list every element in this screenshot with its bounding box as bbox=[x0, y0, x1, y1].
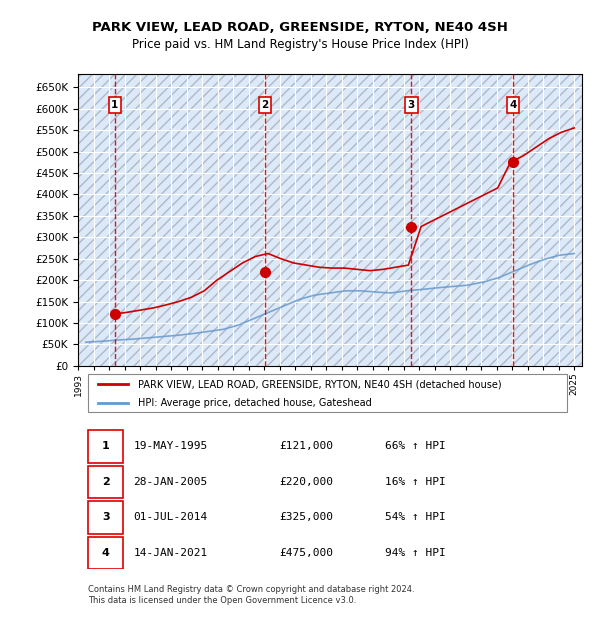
Text: £121,000: £121,000 bbox=[280, 441, 334, 451]
Text: Price paid vs. HM Land Registry's House Price Index (HPI): Price paid vs. HM Land Registry's House … bbox=[131, 38, 469, 51]
Text: 28-JAN-2005: 28-JAN-2005 bbox=[133, 477, 208, 487]
Text: 19-MAY-1995: 19-MAY-1995 bbox=[133, 441, 208, 451]
Text: PARK VIEW, LEAD ROAD, GREENSIDE, RYTON, NE40 4SH (detached house): PARK VIEW, LEAD ROAD, GREENSIDE, RYTON, … bbox=[139, 379, 502, 389]
Text: HPI: Average price, detached house, Gateshead: HPI: Average price, detached house, Gate… bbox=[139, 398, 372, 408]
Text: 54% ↑ HPI: 54% ↑ HPI bbox=[385, 513, 446, 523]
Text: £325,000: £325,000 bbox=[280, 513, 334, 523]
Text: 4: 4 bbox=[509, 100, 517, 110]
FancyBboxPatch shape bbox=[88, 430, 124, 463]
Text: £475,000: £475,000 bbox=[280, 548, 334, 558]
Text: 94% ↑ HPI: 94% ↑ HPI bbox=[385, 548, 446, 558]
Text: 2: 2 bbox=[102, 477, 110, 487]
Text: 01-JUL-2014: 01-JUL-2014 bbox=[133, 513, 208, 523]
Text: 2: 2 bbox=[262, 100, 269, 110]
Text: 66% ↑ HPI: 66% ↑ HPI bbox=[385, 441, 446, 451]
FancyBboxPatch shape bbox=[88, 501, 124, 534]
Text: 1: 1 bbox=[102, 441, 110, 451]
Text: 1: 1 bbox=[111, 100, 119, 110]
FancyBboxPatch shape bbox=[88, 374, 567, 412]
Text: 3: 3 bbox=[102, 513, 110, 523]
Text: Contains HM Land Registry data © Crown copyright and database right 2024.
This d: Contains HM Land Registry data © Crown c… bbox=[88, 585, 415, 604]
Text: 3: 3 bbox=[408, 100, 415, 110]
Text: 4: 4 bbox=[102, 548, 110, 558]
Text: £220,000: £220,000 bbox=[280, 477, 334, 487]
FancyBboxPatch shape bbox=[88, 466, 124, 498]
FancyBboxPatch shape bbox=[88, 537, 124, 569]
Text: 16% ↑ HPI: 16% ↑ HPI bbox=[385, 477, 446, 487]
Text: PARK VIEW, LEAD ROAD, GREENSIDE, RYTON, NE40 4SH: PARK VIEW, LEAD ROAD, GREENSIDE, RYTON, … bbox=[92, 22, 508, 34]
Text: 14-JAN-2021: 14-JAN-2021 bbox=[133, 548, 208, 558]
